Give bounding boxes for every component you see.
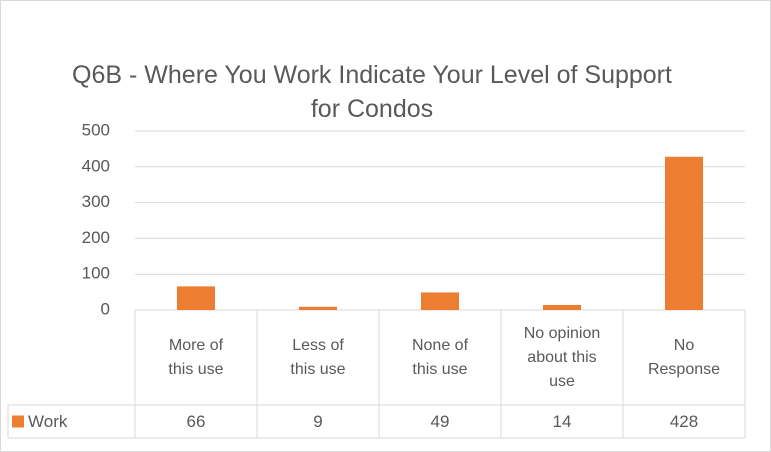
category-cell: More of this use (135, 310, 257, 405)
y-tick-label: 100 (82, 264, 110, 283)
bar (177, 286, 215, 310)
bar (421, 292, 459, 310)
bar (299, 306, 337, 310)
chart-title: Q6B - Where You Work Indicate Your Level… (72, 61, 672, 123)
y-tick-label: 500 (82, 120, 110, 139)
bar (543, 304, 581, 310)
y-tick-label: 200 (82, 228, 110, 247)
table-value: 9 (313, 412, 322, 431)
table-value: 49 (431, 412, 450, 431)
x-tick-label: No Response (647, 336, 721, 378)
x-tick-label: More of this use (168, 336, 224, 378)
category-cell: Less of this use (257, 310, 379, 405)
y-tick-label: 0 (101, 299, 110, 318)
x-tick-label: None of this use (411, 336, 469, 378)
y-tick-label: 400 (82, 156, 110, 175)
x-tick-label: Less of this use (290, 336, 346, 378)
bar (665, 156, 703, 310)
category-cell: No opinion about this use (501, 310, 623, 405)
legend-label: Work (28, 412, 68, 431)
x-tick-label: No opinion about this use (523, 324, 601, 390)
table-value: 428 (670, 412, 698, 431)
category-cell: No Response (623, 310, 745, 405)
table-value: 14 (553, 412, 572, 431)
legend-swatch (12, 415, 24, 428)
table-value: 66 (187, 412, 206, 431)
y-tick-label: 300 (82, 192, 110, 211)
category-cell: None of this use (379, 310, 501, 405)
